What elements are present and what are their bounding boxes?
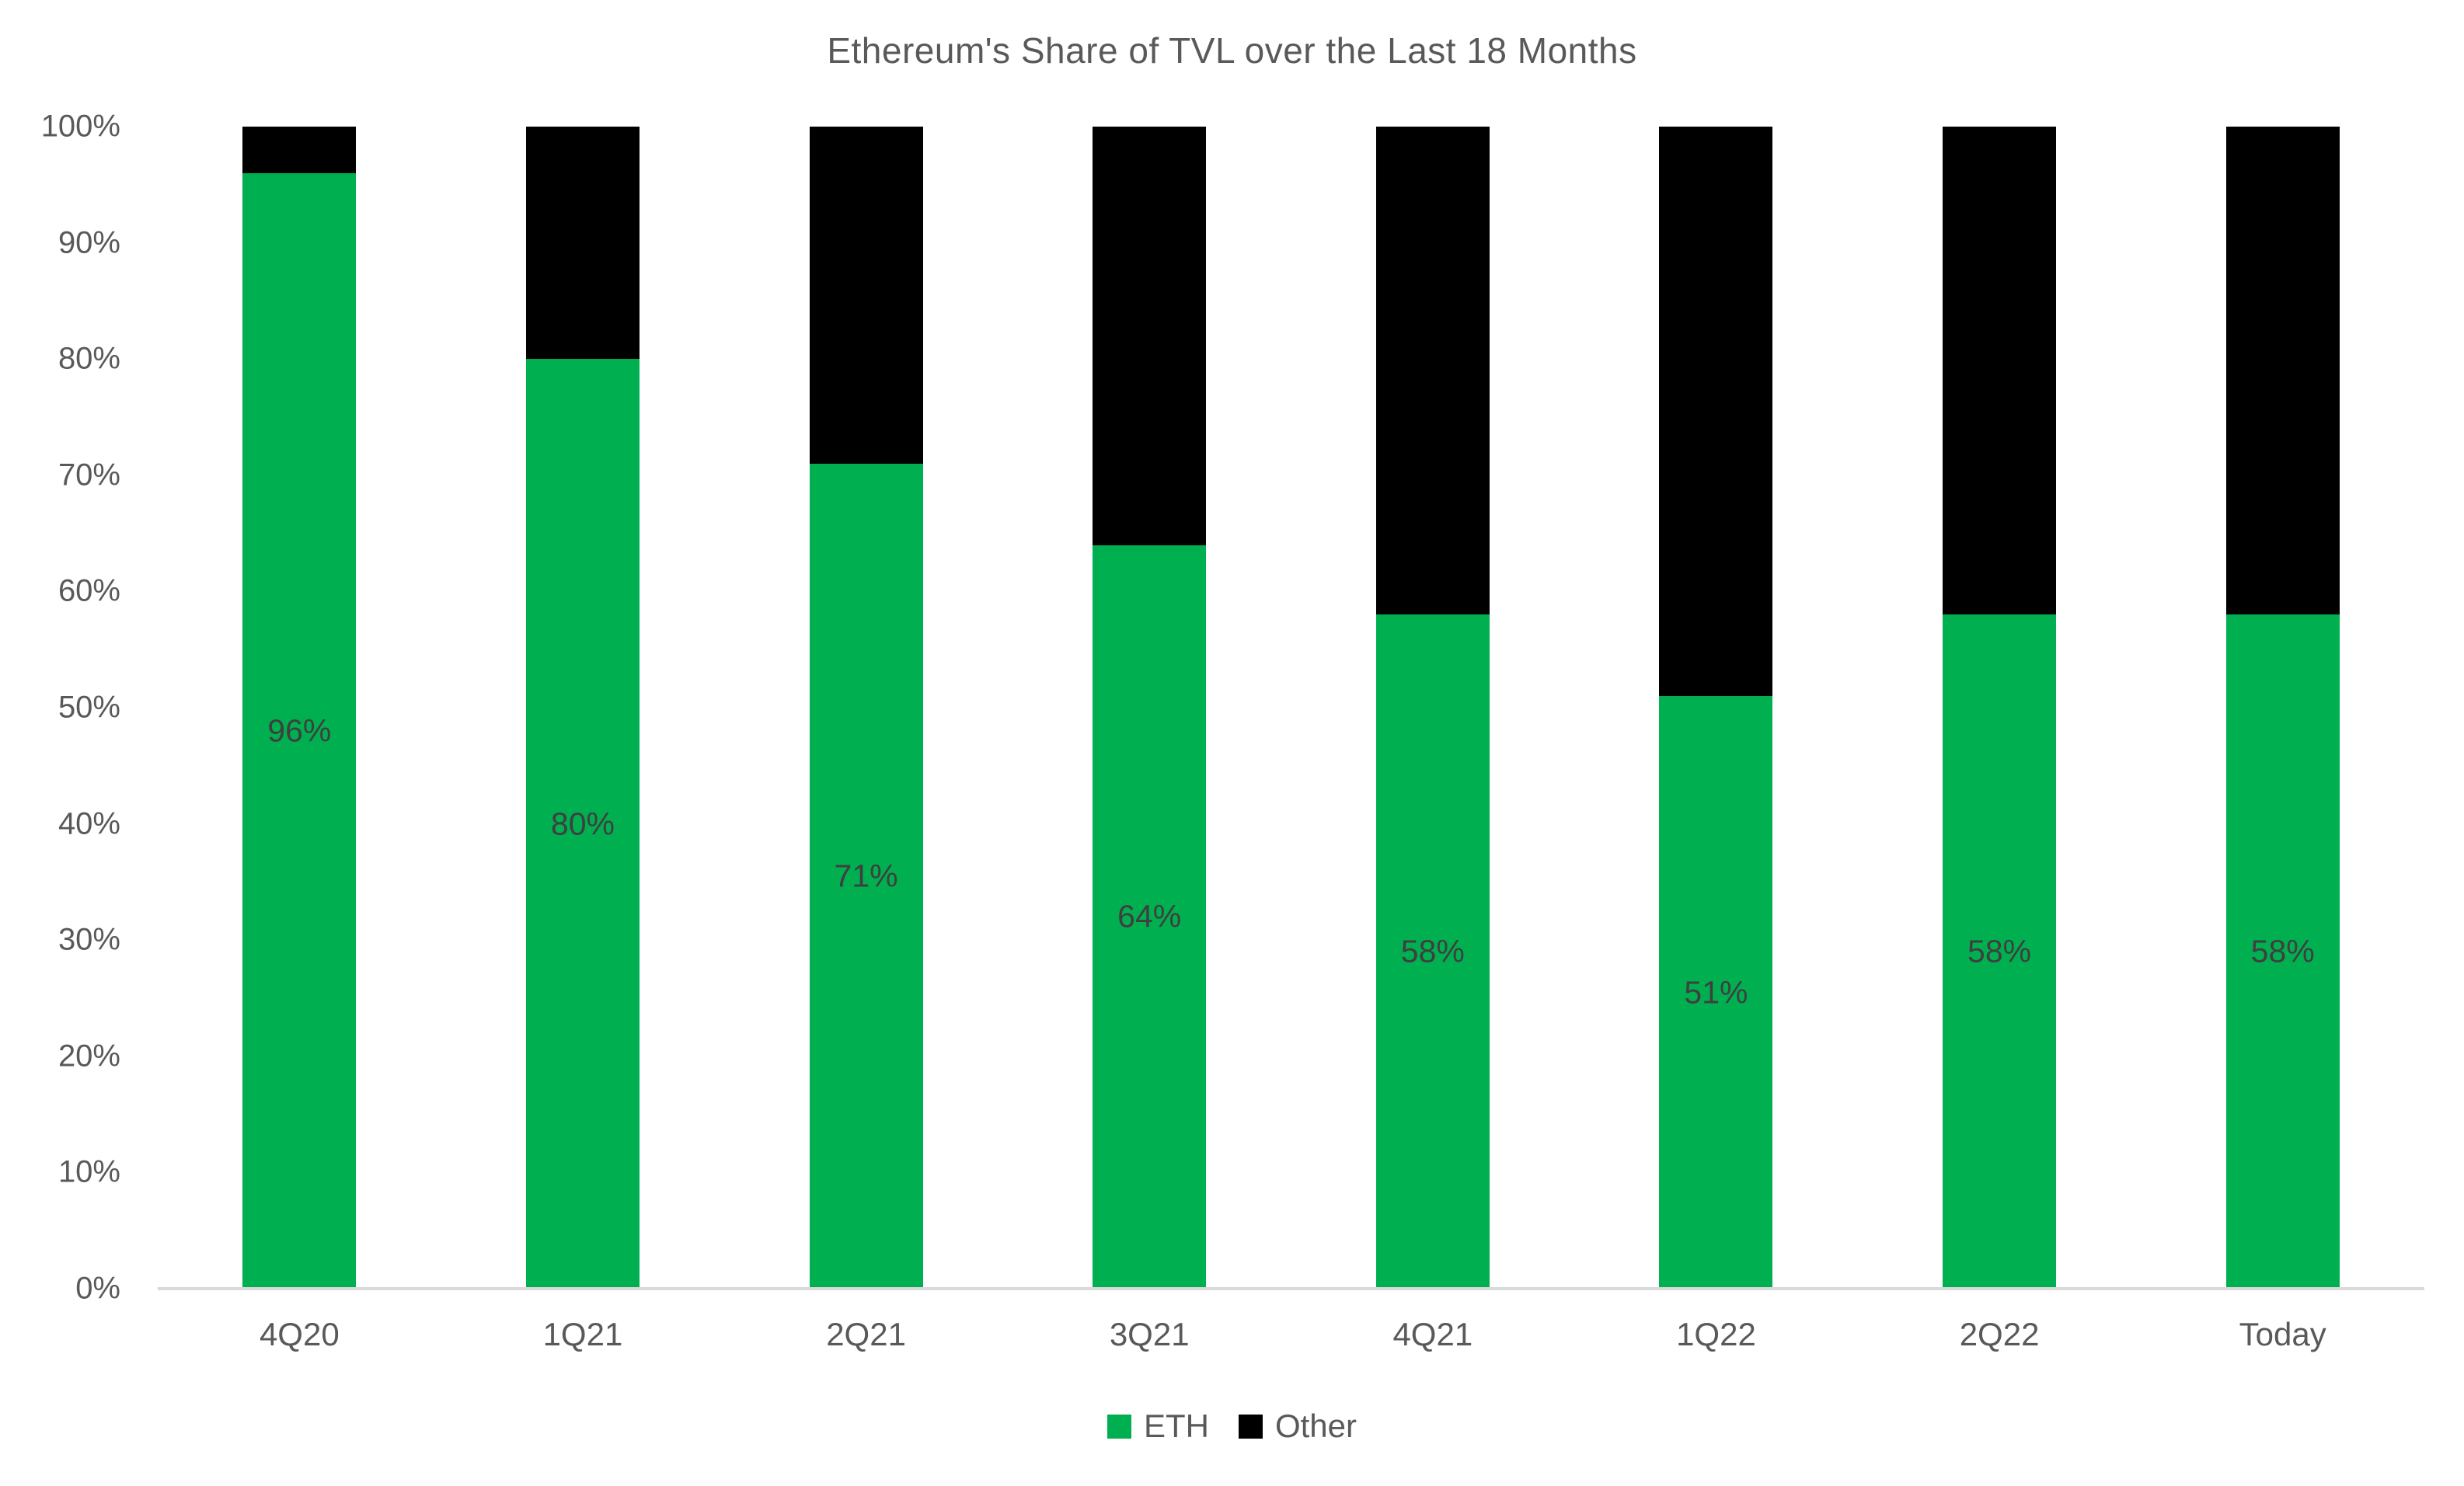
bar-segment-other-4Q21 bbox=[1375, 127, 1490, 615]
bar-slot-3Q21: 64% bbox=[1008, 127, 1291, 1289]
bar-data-label: 58% bbox=[1967, 933, 2032, 969]
y-tick-label: 90% bbox=[58, 225, 120, 260]
x-axis-label-Today: Today bbox=[2239, 1316, 2326, 1352]
legend-label: ETH bbox=[1143, 1408, 1209, 1444]
x-axis-labels: 4Q20 1Q21 2Q21 3Q21 4Q21 1Q22 2Q22 Today bbox=[158, 1316, 2424, 1353]
y-tick-label: 70% bbox=[58, 458, 120, 492]
bar-data-label: 58% bbox=[1400, 933, 1465, 969]
chart-title: Ethereum's Share of TVL over the Last 18… bbox=[827, 30, 1637, 71]
bar-data-label: 58% bbox=[2250, 933, 2315, 969]
bar-slot-Today: 58% bbox=[2141, 127, 2424, 1289]
bar-slot-2Q22: 58% bbox=[1858, 127, 2142, 1289]
y-tick-label: 10% bbox=[58, 1154, 120, 1189]
bar-segment-eth-1Q21: 80% bbox=[525, 359, 640, 1289]
stacked-bar-3Q21: 64% bbox=[1093, 127, 1207, 1289]
bar-data-label: 71% bbox=[834, 858, 898, 894]
stacked-bar-2Q21: 71% bbox=[809, 127, 923, 1289]
bar-slot-4Q20: 96% bbox=[158, 127, 441, 1289]
bar-segment-eth-2Q21: 71% bbox=[809, 463, 923, 1289]
bar-segment-other-4Q20 bbox=[242, 127, 357, 173]
stacked-bar-2Q22: 58% bbox=[1943, 127, 2057, 1289]
y-tick-label: 0% bbox=[75, 1271, 120, 1306]
bar-segment-eth-4Q21: 58% bbox=[1375, 614, 1490, 1289]
x-axis-label-1Q22: 1Q22 bbox=[1676, 1316, 1756, 1352]
bar-slot-1Q22: 51% bbox=[1574, 127, 1858, 1289]
bar-segment-eth-Today: 58% bbox=[2225, 614, 2340, 1289]
legend-item-eth: ETH bbox=[1107, 1408, 1209, 1445]
stacked-bar-4Q21: 58% bbox=[1375, 127, 1490, 1289]
bar-segment-other-Today bbox=[2225, 127, 2340, 615]
bars-container: 96% 80% 71% 64% 58% 51% 58% 58% bbox=[158, 127, 2424, 1289]
y-tick-label: 40% bbox=[58, 806, 120, 841]
bar-slot-4Q21: 58% bbox=[1291, 127, 1575, 1289]
x-axis-label-4Q20: 4Q20 bbox=[259, 1316, 340, 1352]
bar-segment-other-3Q21 bbox=[1093, 127, 1207, 545]
legend-label: Other bbox=[1274, 1408, 1357, 1444]
legend-item-other: Other bbox=[1238, 1408, 1357, 1445]
stacked-bar-1Q21: 80% bbox=[525, 127, 640, 1289]
bar-segment-other-1Q21 bbox=[525, 127, 640, 360]
legend-swatch-other bbox=[1238, 1414, 1263, 1439]
bar-slot-2Q21: 71% bbox=[724, 127, 1008, 1289]
bar-segment-other-2Q21 bbox=[809, 127, 923, 464]
x-axis-label-3Q21: 3Q21 bbox=[1109, 1316, 1190, 1352]
bar-segment-other-2Q22 bbox=[1943, 127, 2057, 615]
y-tick-label: 100% bbox=[40, 109, 120, 144]
stacked-bar-4Q20: 96% bbox=[242, 127, 357, 1289]
bar-segment-other-1Q22 bbox=[1659, 127, 1773, 697]
x-axis-label-4Q21: 4Q21 bbox=[1392, 1316, 1473, 1352]
bar-slot-1Q21: 80% bbox=[441, 127, 725, 1289]
bar-data-label: 51% bbox=[1684, 974, 1748, 1011]
bar-segment-eth-4Q20: 96% bbox=[242, 172, 357, 1289]
stacked-bar-Today: 58% bbox=[2225, 127, 2340, 1289]
y-tick-label: 60% bbox=[58, 573, 120, 608]
bar-segment-eth-3Q21: 64% bbox=[1093, 545, 1207, 1289]
legend-swatch-eth bbox=[1107, 1414, 1131, 1439]
y-tick-label: 80% bbox=[58, 341, 120, 376]
x-axis-label-1Q21: 1Q21 bbox=[542, 1316, 623, 1352]
y-tick-label: 30% bbox=[58, 922, 120, 957]
bar-data-label: 96% bbox=[267, 712, 332, 749]
x-axis-label-2Q21: 2Q21 bbox=[826, 1316, 906, 1352]
y-tick-label: 50% bbox=[58, 690, 120, 725]
bar-data-label: 64% bbox=[1117, 898, 1182, 934]
x-axis-label-2Q22: 2Q22 bbox=[1959, 1316, 2040, 1352]
y-axis: 0% 10% 20% 30% 40% 50% 60% 70% 80% 90% 100% bbox=[0, 110, 120, 1306]
stacked-bar-1Q22: 51% bbox=[1659, 127, 1773, 1289]
legend: ETH Other bbox=[0, 1408, 2464, 1445]
plot-area: 96% 80% 71% 64% 58% 51% 58% 58% bbox=[158, 127, 2424, 1289]
y-tick-label: 20% bbox=[58, 1039, 120, 1074]
x-axis-line bbox=[158, 1287, 2424, 1290]
bar-segment-eth-1Q22: 51% bbox=[1659, 696, 1773, 1289]
bar-segment-eth-2Q22: 58% bbox=[1943, 614, 2057, 1289]
bar-data-label: 80% bbox=[550, 806, 615, 842]
